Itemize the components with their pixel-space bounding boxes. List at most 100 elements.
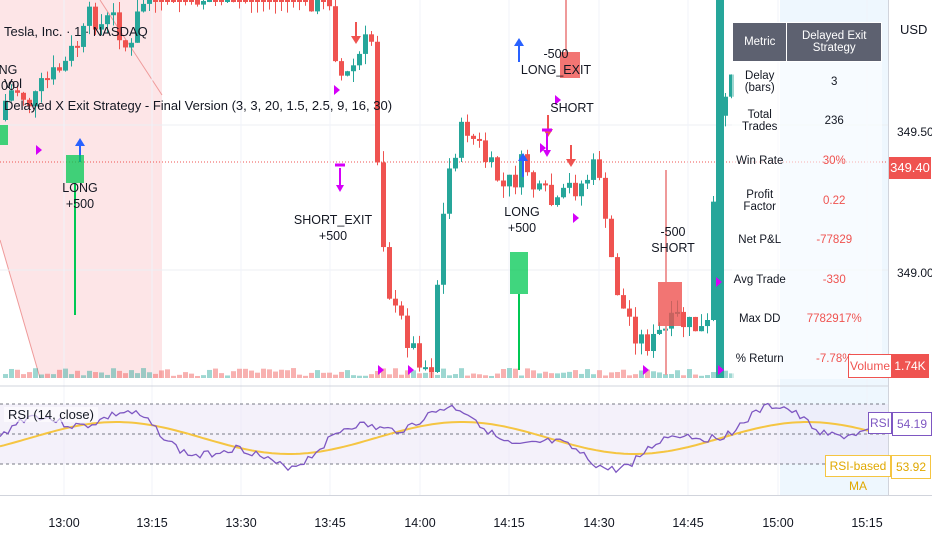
volume-bar [81, 375, 86, 378]
volume-bar [429, 371, 434, 378]
volume-bar [57, 369, 62, 378]
exit-marker [543, 150, 551, 157]
time-tick-label: 14:30 [583, 516, 615, 530]
price-tick-label: 349.50 [897, 125, 932, 139]
rsi-ma-label: RSI-based MA [825, 455, 891, 493]
volume-bar [543, 371, 548, 378]
candle-body [681, 311, 686, 328]
candle-body [267, 0, 272, 2]
exit-triangle [334, 85, 340, 95]
stats-metric-name: Avg Trade [733, 273, 786, 286]
candle-body [471, 135, 476, 139]
volume-bar [651, 371, 656, 378]
candle-body [177, 0, 182, 2]
candle-body [93, 6, 98, 30]
volume-bar [591, 374, 596, 378]
volume-bar [183, 372, 188, 378]
volume-bar [153, 373, 158, 378]
candle-body [87, 6, 92, 26]
volume-indicator-label[interactable]: Vol [4, 76, 23, 91]
stats-row: Max DD 7782917% [733, 300, 882, 340]
candle-body [519, 154, 524, 188]
candle-body [75, 45, 80, 48]
candle-body [537, 183, 542, 190]
time-axis[interactable] [0, 495, 932, 551]
volume-bar [705, 375, 710, 378]
candle-body [105, 15, 110, 25]
exit-triangle [716, 277, 722, 287]
volume-bar [405, 370, 410, 378]
volume-bar [165, 369, 170, 378]
candle-body [219, 0, 224, 2]
currency-label[interactable]: USD [900, 22, 928, 37]
candle-body [579, 183, 584, 197]
candle-body [309, 0, 314, 12]
candle-body [327, 0, 332, 7]
candle-body [393, 298, 398, 306]
volume-bar [411, 370, 416, 378]
volume-bar [207, 369, 212, 378]
candle-body [705, 320, 710, 327]
volume-bar [663, 374, 668, 378]
candle-body [507, 174, 512, 187]
time-tick-label: 13:15 [136, 516, 168, 530]
candle-body [693, 316, 698, 332]
symbol-title[interactable]: Tesla, Inc. · 1 · NASDAQ [4, 24, 148, 39]
candle-body [225, 0, 230, 2]
rsi-legend[interactable]: RSI (14, close) [4, 407, 98, 422]
exit-triangle [540, 143, 546, 153]
volume-bar [339, 371, 344, 378]
trade-signal-label: LONG +500 [62, 181, 98, 211]
candle-body [435, 284, 440, 372]
candle-body [429, 367, 434, 372]
volume-bar [627, 375, 632, 378]
volume-bar [525, 368, 530, 378]
volume-bar [225, 375, 230, 378]
exit-triangle [555, 95, 561, 105]
candle-body [291, 0, 296, 2]
volume-bar [129, 370, 134, 378]
stats-metric-name: Total Trades [742, 109, 778, 134]
stats-metric-value: -7.78% [816, 352, 853, 365]
candle-body [411, 343, 416, 348]
candle-body [57, 67, 62, 71]
candle-body [699, 326, 704, 332]
candle-body [273, 0, 278, 2]
rsi-ma-value: 53.92 [891, 455, 931, 479]
current-price-badge: 349.40 [889, 157, 931, 179]
volume-bar [549, 373, 554, 378]
candle-body [465, 121, 470, 136]
candle-body [543, 183, 548, 186]
exit-triangle [378, 365, 384, 375]
candle-body [639, 334, 644, 344]
volume-bar [633, 374, 638, 378]
candle-body [237, 0, 242, 2]
volume-bar [423, 372, 428, 378]
stats-metric-value: 236 [824, 115, 844, 128]
volume-bar [579, 373, 584, 378]
volume-bar [297, 374, 302, 378]
candle-body [621, 295, 626, 309]
time-tick-label: 14:00 [404, 516, 436, 530]
short-zone-shading [0, 0, 162, 378]
candle-body [141, 3, 146, 12]
rsi-ma-badge: RSI-based MA 53.92 [825, 455, 931, 493]
candle-body [249, 0, 254, 2]
time-tick-label: 13:30 [225, 516, 257, 530]
stats-row: Total Trades 236 [733, 102, 882, 142]
volume-bar [693, 374, 698, 378]
candle-body [501, 180, 506, 187]
candle-body [279, 0, 284, 2]
volume-bar [147, 372, 152, 378]
strategy-legend[interactable]: Delayed X Exit Strategy - Final Version … [4, 98, 393, 113]
candle-body [615, 257, 620, 296]
volume-bar [75, 370, 80, 378]
candle-body [9, 90, 14, 101]
candle-body [651, 333, 656, 352]
volume-bar [63, 368, 68, 378]
volume-bar [645, 369, 650, 378]
rsi-ma-line [0, 421, 869, 455]
volume-bar [327, 372, 332, 378]
candle-body [195, 0, 200, 5]
volume-badge: Volume 1.74K [848, 354, 929, 378]
